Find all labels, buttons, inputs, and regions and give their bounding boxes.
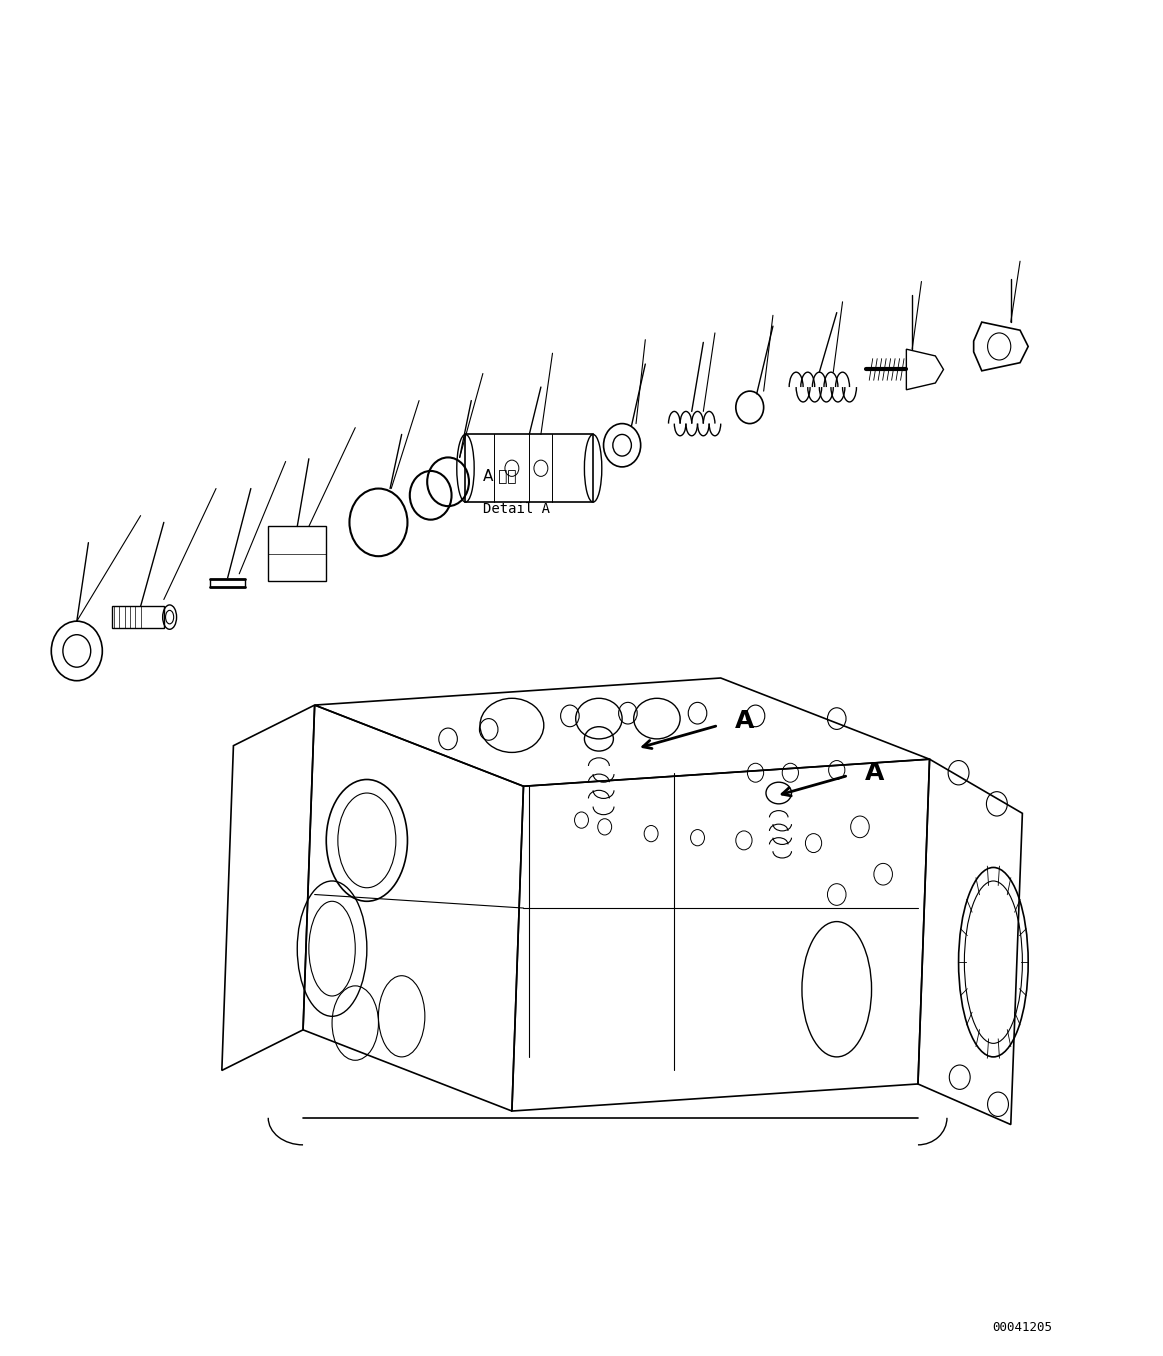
Text: Detail A: Detail A xyxy=(483,502,550,517)
Text: A: A xyxy=(735,709,754,734)
Text: A 詳細: A 詳細 xyxy=(483,468,516,483)
Text: 00041205: 00041205 xyxy=(992,1321,1053,1334)
Text: A: A xyxy=(864,761,884,785)
